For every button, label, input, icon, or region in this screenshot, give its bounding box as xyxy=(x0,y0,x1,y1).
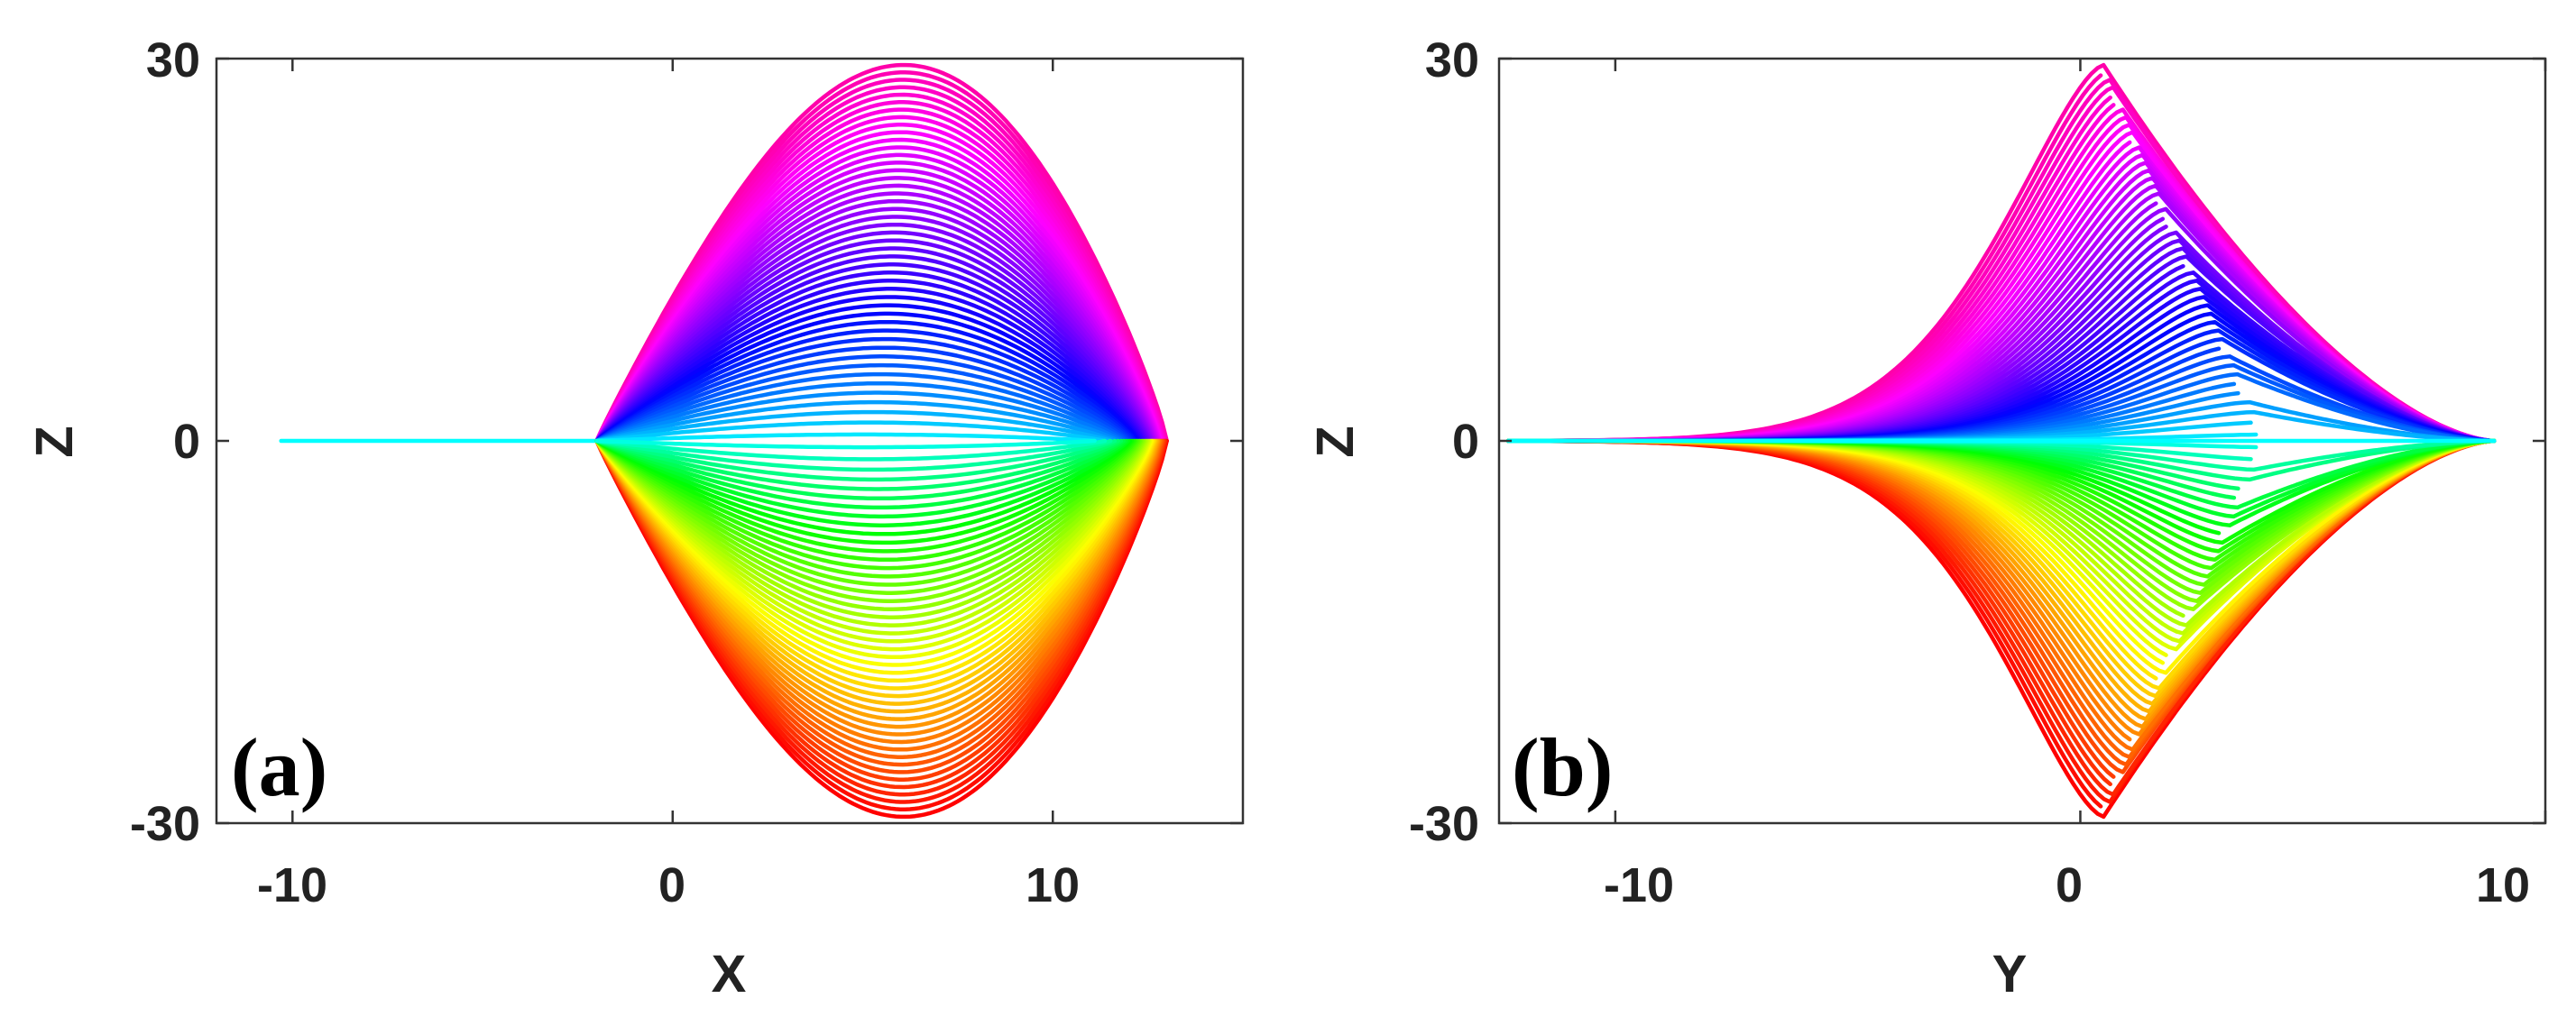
x-tick-label: 0 xyxy=(2056,858,2083,912)
y-tick-label: 0 xyxy=(1452,415,1479,469)
y-axis-label: Z xyxy=(25,426,84,457)
trajectory-line xyxy=(594,438,1128,519)
series-curves xyxy=(279,62,1169,820)
x-tick-label: 10 xyxy=(2476,858,2530,912)
trajectory-line xyxy=(594,438,1159,714)
trajectory-line xyxy=(594,152,1161,444)
trajectory-line xyxy=(594,438,1131,527)
trajectory-line xyxy=(594,168,1159,444)
trajectory-line xyxy=(594,238,1151,444)
trajectory-line xyxy=(594,438,1163,745)
trajectory-line xyxy=(594,438,1135,545)
x-tick-label: -10 xyxy=(257,858,327,912)
series-curves xyxy=(1506,62,2497,820)
trajectory-line xyxy=(594,438,1144,595)
trajectory-line xyxy=(594,336,1135,444)
trajectory-line xyxy=(594,438,1138,563)
trajectory-line xyxy=(594,262,1147,444)
trajectory-line xyxy=(594,438,1113,472)
trajectory-line xyxy=(594,145,1162,444)
trajectory-line xyxy=(594,191,1156,444)
trajectory-line xyxy=(594,362,1128,444)
panel-b: 30 0 -30 -10 0 10 Y Z (b) xyxy=(1306,33,2547,1003)
trajectory-line xyxy=(594,438,1152,652)
trajectory-line xyxy=(594,303,1141,444)
trajectory-line xyxy=(594,371,1127,444)
trajectory-line xyxy=(594,438,1146,611)
trajectory-line xyxy=(594,345,1133,444)
trajectory-line xyxy=(594,438,1155,683)
trajectory-line xyxy=(594,328,1136,444)
panel-a: 30 0 -30 -10 0 10 X Z (a) xyxy=(25,33,1245,1003)
x-tick-label: -10 xyxy=(1604,858,1674,912)
y-tick-label: 30 xyxy=(1425,33,1479,87)
trajectory-line xyxy=(594,432,1097,444)
trajectory-line xyxy=(594,438,1127,510)
trajectory-line xyxy=(594,438,1108,462)
trajectory-line xyxy=(594,198,1155,444)
trajectory-line xyxy=(594,230,1152,444)
y-tick-label: -30 xyxy=(130,797,200,851)
trajectory-line xyxy=(594,438,1155,675)
y-axis-label: Z xyxy=(1306,426,1365,457)
trajectory-line xyxy=(594,438,1147,619)
trajectory-line xyxy=(594,311,1139,444)
trajectory-line xyxy=(594,438,1154,667)
trajectory-line xyxy=(594,160,1160,444)
panel-label: (b) xyxy=(1512,721,1613,813)
trajectory-line xyxy=(594,295,1142,444)
trajectory-line xyxy=(594,438,1156,691)
trajectory-line xyxy=(594,287,1144,444)
trajectory-line xyxy=(594,438,1142,587)
trajectory-line xyxy=(594,420,1108,444)
trajectory-line xyxy=(594,254,1148,444)
trajectory-line xyxy=(594,137,1163,444)
trajectory-line xyxy=(594,354,1131,444)
trajectory-line xyxy=(594,399,1118,444)
trajectory-line xyxy=(594,438,1139,571)
trajectory-line xyxy=(594,438,1149,636)
trajectory-line xyxy=(594,438,1157,699)
trajectory-line xyxy=(594,438,1097,450)
trajectory-line xyxy=(594,438,1151,644)
trajectory-line xyxy=(594,438,1133,536)
trajectory-line xyxy=(594,438,1136,554)
trajectory-line xyxy=(594,438,1120,491)
trajectory-line xyxy=(594,438,1162,737)
x-axis-label: X xyxy=(712,945,747,1003)
y-tick-label: -30 xyxy=(1409,797,1479,851)
trajectory-line xyxy=(594,409,1113,444)
x-tick-label: 10 xyxy=(1026,858,1080,912)
trajectory-line xyxy=(594,438,1118,482)
panel-label: (a) xyxy=(231,721,327,813)
trajectory-line xyxy=(594,390,1120,444)
trajectory-line xyxy=(594,215,1154,444)
tick-marks xyxy=(1499,57,2547,825)
trajectory-line xyxy=(594,246,1149,444)
trajectory-line xyxy=(594,438,1145,603)
trajectory-line xyxy=(594,438,1160,721)
trajectory-line xyxy=(594,438,1161,729)
trajectory-line xyxy=(594,380,1124,444)
trajectory-line xyxy=(594,183,1157,444)
trajectory-line xyxy=(594,222,1153,444)
x-axis-label: Y xyxy=(1992,945,2028,1003)
trajectory-line xyxy=(594,438,1148,628)
trajectory-line xyxy=(594,270,1146,444)
trajectory-line xyxy=(594,438,1158,706)
trajectory-line xyxy=(594,279,1145,444)
tick-marks xyxy=(216,57,1243,825)
trajectory-line xyxy=(594,438,1153,660)
trajectory-line xyxy=(594,176,1158,444)
y-tick-label: 0 xyxy=(173,415,200,469)
trajectory-line xyxy=(594,438,1141,579)
trajectory-line xyxy=(594,319,1138,444)
y-tick-label: 30 xyxy=(146,33,200,87)
x-tick-label: 0 xyxy=(658,858,685,912)
trajectory-line xyxy=(594,206,1155,444)
trajectory-line xyxy=(594,438,1124,501)
